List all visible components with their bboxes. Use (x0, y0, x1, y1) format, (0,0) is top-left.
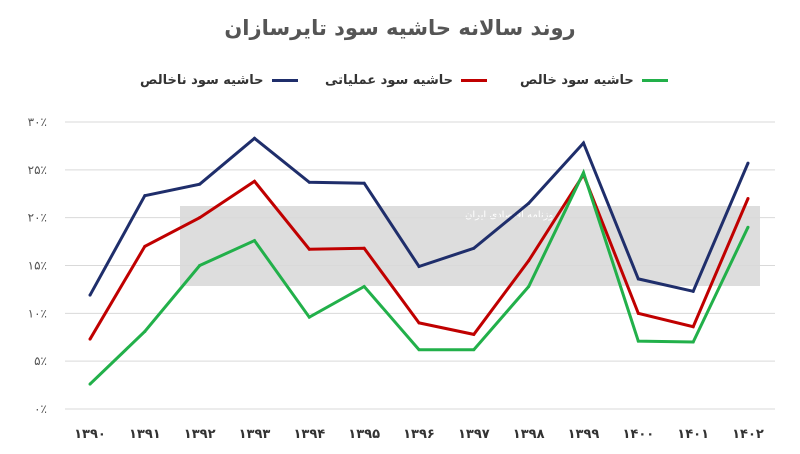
x-tick-label: ۱۴۰۲ (732, 427, 764, 442)
data-point (746, 161, 750, 165)
x-tick-label: ۱۳۹۶ (403, 427, 435, 442)
data-point (472, 332, 476, 336)
legend-label-operating: حاشیه سود عملیاتی (325, 72, 454, 88)
data-point (417, 321, 421, 325)
legend-swatch-gross (271, 78, 298, 82)
data-point (636, 311, 640, 315)
x-tick-label: ۱۳۹۲ (184, 427, 216, 442)
data-point (582, 171, 585, 175)
y-tick-label: ۰٪ (34, 402, 47, 416)
data-point (198, 264, 202, 267)
x-tick-label: ۱۳۹۵ (348, 427, 380, 442)
x-tick-label: ۱۳۹۹ (568, 427, 600, 442)
data-point (746, 197, 750, 201)
data-point (253, 136, 256, 140)
data-point (527, 259, 531, 263)
data-point (307, 180, 311, 184)
data-point (362, 181, 366, 185)
series-line-2 (88, 168, 750, 386)
legend: حاشیه سود خالص حاشیه سود عملیاتی حاشیه س… (0, 68, 800, 92)
data-point (307, 247, 311, 251)
y-tick-label: ۱۰٪ (28, 306, 47, 320)
data-point (472, 246, 476, 250)
legend-label-net: حاشیه سود خالص (520, 72, 634, 88)
series-line-1 (88, 171, 750, 340)
data-point (527, 285, 531, 289)
data-point (88, 382, 92, 386)
data-point (88, 337, 92, 341)
y-tick-label: ۵٪ (34, 354, 47, 368)
y-tick-label: ۲۵٪ (28, 163, 47, 177)
x-tick-label: ۱۴۰۱ (677, 427, 709, 442)
data-point (527, 201, 531, 205)
legend-item-gross: حاشیه سود ناخالص (140, 68, 298, 92)
y-tick-label: ۳۰٪ (28, 115, 47, 129)
x-tick-label: ۱۳۹۷ (458, 427, 490, 442)
data-point (198, 216, 202, 220)
data-point (636, 339, 640, 343)
x-tick-label: ۱۳۹۱ (129, 427, 161, 442)
x-tick-label: ۱۳۹۰ (74, 427, 106, 442)
data-point (198, 182, 202, 186)
data-point (636, 277, 640, 281)
data-point (143, 244, 147, 248)
data-point (417, 264, 421, 268)
legend-swatch-net (641, 78, 668, 82)
legend-swatch-operating (461, 78, 488, 82)
data-point (362, 246, 366, 250)
legend-item-operating: حاشیه سود عملیاتی (325, 68, 488, 92)
data-point (691, 325, 695, 329)
data-point (691, 340, 695, 344)
data-point (746, 225, 750, 229)
data-point (143, 194, 147, 198)
data-point (253, 179, 256, 183)
data-point (417, 348, 421, 352)
x-tick-label: ۱۳۹۳ (239, 427, 271, 442)
legend-item-net: حاشیه سود خالص (520, 68, 668, 92)
x-tick-label: ۱۳۹۴ (293, 427, 325, 442)
y-tick-label: ۱۵٪ (28, 259, 47, 273)
data-point (307, 315, 311, 319)
data-point (362, 285, 366, 289)
y-tick-label: ۲۰٪ (28, 211, 47, 225)
series-line-0 (88, 136, 750, 296)
data-point (88, 293, 92, 297)
grid-layer (65, 121, 775, 410)
lines-layer (88, 136, 750, 386)
x-tick-label: ۱۳۹۸ (513, 427, 545, 442)
axis-layer: ۰٪ ۵٪ ۱۰٪ ۱۵٪ ۲۰٪ ۲۵٪ ۳۰٪ ۱۳۹۰ ۱۳۹۱ ۱۳۹۲ ۱۳۹۳ ۱۳۹۴ ۱… (28, 115, 764, 442)
legend-label-gross: حاشیه سود ناخالص (140, 72, 264, 88)
data-point (472, 348, 476, 352)
data-point (582, 141, 585, 145)
data-point (143, 330, 147, 334)
data-point (253, 239, 256, 243)
chart-title: روند سالانه حاشیه سود تایرسازان (224, 16, 576, 40)
x-tick-label: ۱۴۰۰ (622, 427, 654, 442)
data-point (691, 289, 695, 293)
